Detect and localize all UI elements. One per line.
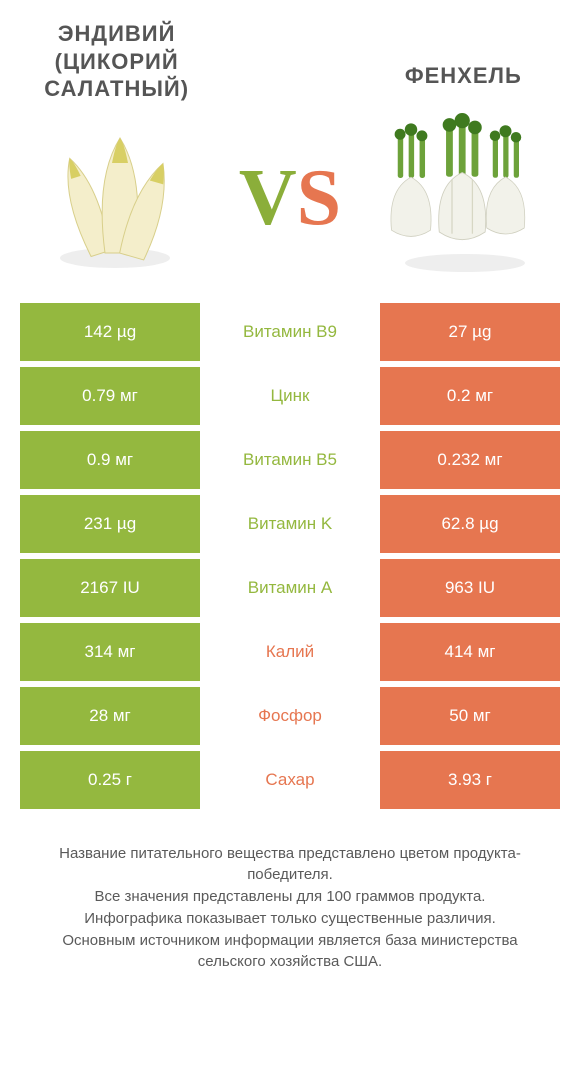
title-right: ФЕНХЕЛЬ — [405, 62, 522, 90]
cell-left: 0.9 мг — [20, 431, 200, 489]
fennel-image — [380, 113, 550, 283]
table-row: 314 мгКалий414 мг — [20, 623, 560, 681]
table-row: 2167 IUВитамин A963 IU — [20, 559, 560, 617]
cell-left: 314 мг — [20, 623, 200, 681]
cell-label: Цинк — [200, 367, 380, 425]
cell-right: 3.93 г — [380, 751, 560, 809]
vs-label: VS — [239, 158, 341, 238]
cell-label: Фосфор — [200, 687, 380, 745]
cell-label: Калий — [200, 623, 380, 681]
cell-label: Витамин B5 — [200, 431, 380, 489]
cell-left: 0.79 мг — [20, 367, 200, 425]
cell-right: 27 µg — [380, 303, 560, 361]
footer-line: Инфографика показывает только существенн… — [28, 908, 552, 930]
title-left: ЭНДИВИЙ (ЦИКОРИЙ САЛАТНЫЙ) — [30, 20, 203, 103]
cell-left: 2167 IU — [20, 559, 200, 617]
header: ЭНДИВИЙ (ЦИКОРИЙ САЛАТНЫЙ) ФЕНХЕЛЬ — [0, 0, 580, 113]
cell-right: 414 мг — [380, 623, 560, 681]
cell-right: 50 мг — [380, 687, 560, 745]
endive-image — [30, 113, 200, 283]
table-row: 28 мгФосфор50 мг — [20, 687, 560, 745]
table-row: 0.9 мгВитамин B50.232 мг — [20, 431, 560, 489]
table-row: 231 µgВитамин K62.8 µg — [20, 495, 560, 553]
vs-s: S — [297, 154, 342, 242]
cell-label: Витамин B9 — [200, 303, 380, 361]
cell-right: 0.2 мг — [380, 367, 560, 425]
header-left: ЭНДИВИЙ (ЦИКОРИЙ САЛАТНЫЙ) — [30, 20, 203, 103]
cell-label: Сахар — [200, 751, 380, 809]
cell-left: 231 µg — [20, 495, 200, 553]
cell-left: 0.25 г — [20, 751, 200, 809]
footer-line: Основным источником информации является … — [28, 930, 552, 974]
cell-left: 142 µg — [20, 303, 200, 361]
table-row: 142 µgВитамин B927 µg — [20, 303, 560, 361]
table-row: 0.79 мгЦинк0.2 мг — [20, 367, 560, 425]
cell-right: 62.8 µg — [380, 495, 560, 553]
cell-right: 963 IU — [380, 559, 560, 617]
footer-line: Все значения представлены для 100 граммо… — [28, 886, 552, 908]
comparison-table: 142 µgВитамин B927 µg0.79 мгЦинк0.2 мг0.… — [0, 303, 580, 815]
cell-right: 0.232 мг — [380, 431, 560, 489]
footer-note: Название питательного вещества представл… — [0, 815, 580, 994]
table-row: 0.25 гСахар3.93 г — [20, 751, 560, 809]
header-right: ФЕНХЕЛЬ — [377, 34, 550, 90]
footer-line: Название питательного вещества представл… — [28, 843, 552, 887]
cell-label: Витамин A — [200, 559, 380, 617]
cell-label: Витамин K — [200, 495, 380, 553]
vs-v: V — [239, 154, 297, 242]
image-row: VS — [0, 113, 580, 303]
cell-left: 28 мг — [20, 687, 200, 745]
